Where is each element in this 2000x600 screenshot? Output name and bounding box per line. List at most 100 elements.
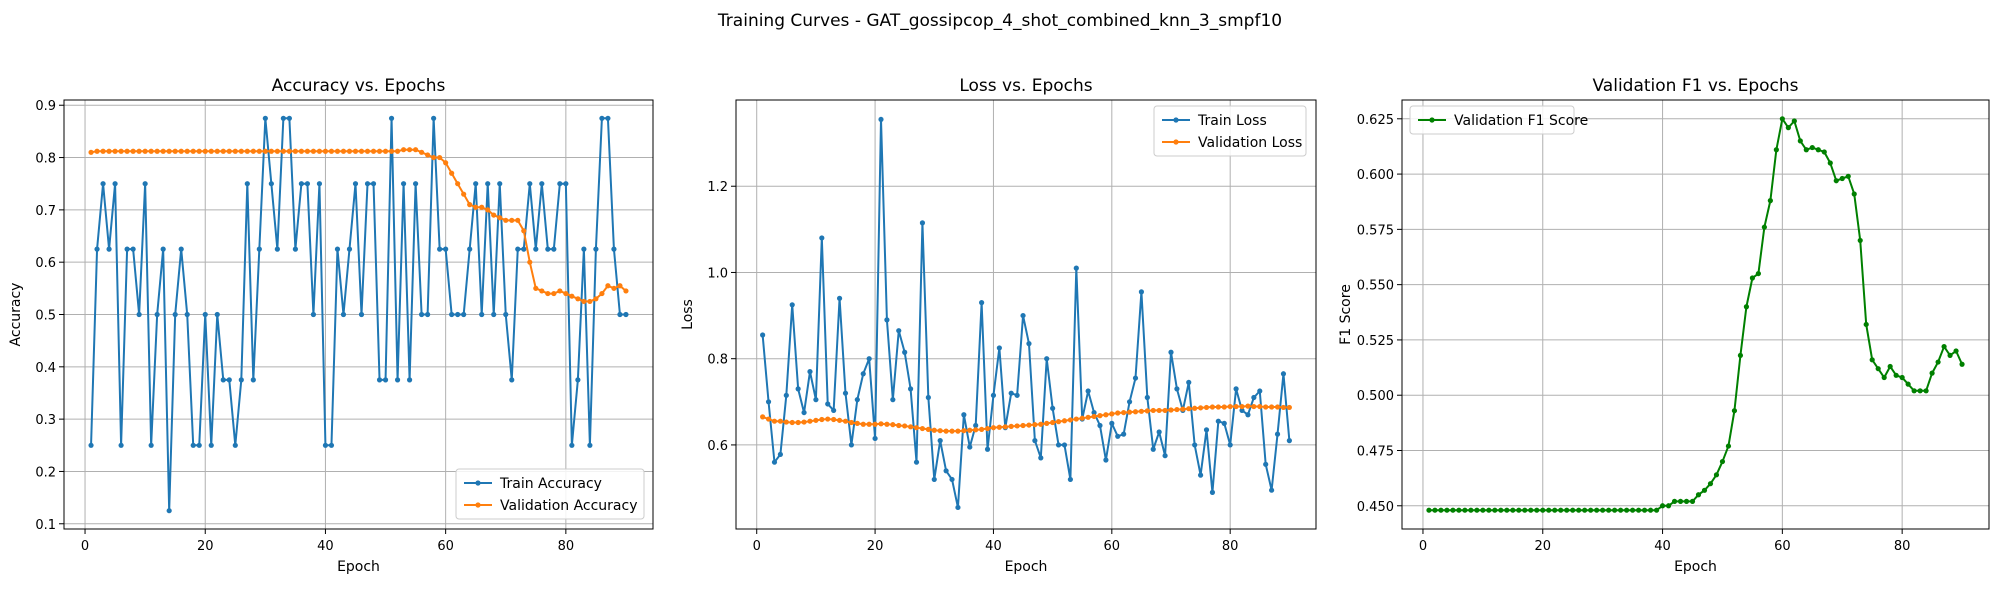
data-point <box>836 417 843 423</box>
data-point <box>412 147 419 153</box>
data-point <box>1839 175 1845 182</box>
data-point <box>1186 379 1192 386</box>
data-point <box>88 442 94 448</box>
x-tick-label: 0 <box>753 539 761 554</box>
data-point <box>1683 498 1690 504</box>
data-point <box>1020 312 1026 319</box>
y-tick-label: 0.1 <box>35 518 56 533</box>
data-point <box>425 152 431 158</box>
chart-panel-3: 0 20 40 60 80 0.450 0.475 0.500 0.525 0.550 0.575 0… <box>1338 76 1990 575</box>
data-point <box>431 115 437 121</box>
data-point <box>1713 472 1720 478</box>
data-point <box>1067 417 1073 423</box>
data-point <box>1263 461 1269 467</box>
data-point <box>1911 388 1917 394</box>
data-point <box>1044 356 1050 362</box>
data-point <box>166 508 172 514</box>
data-point <box>485 207 491 213</box>
data-point <box>208 148 214 154</box>
data-point <box>298 181 305 187</box>
data-point <box>1761 224 1767 230</box>
data-point <box>467 246 473 252</box>
data-point <box>587 442 593 448</box>
data-point <box>124 246 130 252</box>
data-point <box>1002 424 1008 430</box>
data-point <box>581 246 587 252</box>
data-point <box>1600 507 1606 513</box>
data-point <box>1456 507 1462 513</box>
y-tick-label: 0.6 <box>35 256 56 271</box>
y-tick-label: 0.500 <box>1357 389 1394 404</box>
data-point <box>848 442 855 448</box>
data-point <box>795 419 801 426</box>
data-point <box>1588 507 1594 513</box>
data-point <box>1251 403 1257 410</box>
data-point <box>771 418 778 424</box>
data-point <box>563 290 569 297</box>
data-point <box>913 459 920 465</box>
y-tick-label: 0.3 <box>35 413 56 428</box>
data-point <box>280 148 286 154</box>
data-point <box>545 246 551 252</box>
data-point <box>118 442 124 448</box>
data-point <box>1286 404 1292 411</box>
data-point <box>1480 507 1486 513</box>
data-point <box>515 217 521 223</box>
data-point <box>842 418 849 424</box>
data-point <box>1576 507 1582 513</box>
data-point <box>890 397 896 403</box>
data-point <box>925 426 931 433</box>
data-point <box>148 442 154 448</box>
y-tick-label: 0.4 <box>35 361 56 376</box>
series-2 <box>760 403 1292 434</box>
data-point <box>533 246 539 252</box>
data-point <box>154 148 160 154</box>
data-point <box>274 148 280 154</box>
data-point <box>328 148 335 154</box>
data-point <box>1192 405 1198 411</box>
data-point <box>1245 403 1251 409</box>
data-point <box>825 416 831 422</box>
x-tick-label: 40 <box>317 539 334 554</box>
data-point <box>795 386 801 392</box>
data-point <box>813 397 819 403</box>
data-point <box>593 246 599 252</box>
data-point <box>1516 507 1522 513</box>
data-point <box>1162 407 1168 414</box>
data-point <box>274 246 280 252</box>
data-point <box>919 220 926 226</box>
data-point <box>1947 352 1953 359</box>
data-point <box>1875 366 1881 372</box>
data-point <box>286 115 292 121</box>
data-point <box>1257 388 1263 394</box>
legend-marker <box>475 480 481 486</box>
data-point <box>479 204 485 210</box>
data-point <box>1570 507 1576 513</box>
data-point <box>1263 404 1269 410</box>
y-tick-label: 1.2 <box>707 180 728 195</box>
data-point <box>130 148 136 154</box>
data-point <box>1144 408 1150 414</box>
data-point <box>136 148 142 154</box>
data-point <box>884 317 890 323</box>
data-point <box>1641 507 1648 513</box>
data-point <box>539 288 545 294</box>
data-point <box>160 246 166 252</box>
data-point <box>1174 406 1180 413</box>
data-point <box>250 148 256 154</box>
data-point <box>304 181 311 187</box>
data-point <box>866 421 872 427</box>
data-point <box>1845 173 1851 179</box>
data-point <box>406 147 413 153</box>
data-point <box>1510 507 1516 513</box>
legend-marker <box>1173 139 1179 145</box>
data-point <box>106 246 112 252</box>
data-point <box>419 311 425 318</box>
data-point <box>1257 403 1263 410</box>
data-point <box>449 170 455 176</box>
data-point <box>1091 409 1097 416</box>
data-point <box>388 115 395 121</box>
data-point <box>406 377 413 383</box>
data-point <box>996 345 1002 351</box>
data-point <box>777 451 783 458</box>
